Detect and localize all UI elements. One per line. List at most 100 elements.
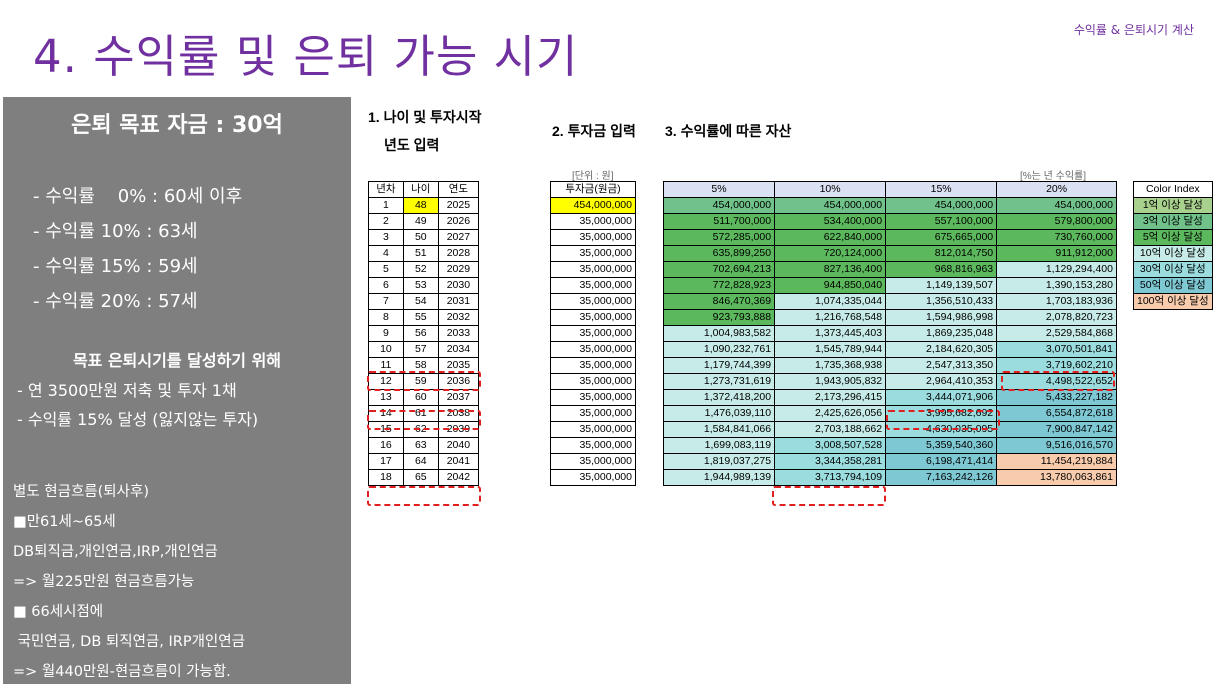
col-header-principal: 투자금(원금) <box>550 181 636 198</box>
year-index-cell: 13 <box>368 389 404 406</box>
table-row: 635,899,250 720,124,000 812,014,750 911,912… <box>662 245 1117 262</box>
table-row: 1,004,983,582 1,373,445,403 1,869,235,048 2… <box>662 325 1117 342</box>
asset-cell: 812,014,750 <box>885 245 998 262</box>
asset-cell: 1,594,986,998 <box>885 309 998 326</box>
principal-cell: 454,000,000 <box>550 197 636 214</box>
year-cell: 2035 <box>437 357 480 374</box>
asset-cell: 7,163,242,126 <box>885 469 998 486</box>
asset-cell: 454,000,000 <box>996 197 1117 214</box>
principal-cell: 35,000,000 <box>550 261 636 278</box>
principal-cell: 35,000,000 <box>550 309 636 326</box>
table-row: 572,285,000 622,840,000 675,665,000 730,760… <box>662 229 1117 246</box>
year-index-cell: 3 <box>368 229 404 246</box>
asset-cell: 7,900,847,142 <box>996 421 1117 438</box>
table-row: 1,819,037,275 3,344,358,281 6,198,471,414 1… <box>662 453 1117 470</box>
table-row: 1,944,989,139 3,713,794,109 7,163,242,126 1… <box>662 469 1117 486</box>
color-index-item: 1억 이상 달성 <box>1133 197 1213 214</box>
asset-cell: 13,780,063,861 <box>996 469 1117 486</box>
asset-cell: 11,454,219,884 <box>996 453 1117 470</box>
asset-cell: 1,273,731,619 <box>662 373 776 390</box>
table-row: 35,000,000 <box>550 325 636 342</box>
color-index-item: 100억 이상 달성 <box>1133 293 1213 310</box>
asset-cell: 6,198,471,414 <box>885 453 998 470</box>
asset-cell: 1,356,510,433 <box>885 293 998 310</box>
col-header-10pct: 10% <box>774 181 887 198</box>
year-index-cell: 4 <box>368 245 404 262</box>
year-cell: 2025 <box>437 197 480 214</box>
table-row: 454,000,000 <box>550 197 636 214</box>
color-index-item: 3억 이상 달성 <box>1133 213 1213 230</box>
table-row: 702,694,213 827,136,400 968,816,963 1,129,2… <box>662 261 1117 278</box>
asset-cell: 675,665,000 <box>885 229 998 246</box>
asset-cell: 2,078,820,723 <box>996 309 1117 326</box>
achieve-list: - 연 3500만원 저축 및 투자 1채 - 수익률 15% 달성 (잃지않는… <box>17 376 258 434</box>
section3-heading: 3. 수익률에 따른 자산 <box>665 123 792 139</box>
asset-cell: 846,470,369 <box>662 293 776 310</box>
color-index-item: 5억 이상 달성 <box>1133 229 1213 246</box>
col-header-age: 나이 <box>402 181 439 198</box>
principal-cell: 35,000,000 <box>550 213 636 230</box>
principal-cell: 35,000,000 <box>550 229 636 246</box>
principal-cell: 35,000,000 <box>550 437 636 454</box>
year-cell: 2041 <box>437 453 480 470</box>
color-index-table: Color Index 1억 이상 달성 3억 이상 달성 5억 이상 달성 10억 … <box>1133 181 1213 310</box>
asset-cell: 1,944,989,139 <box>662 469 776 486</box>
table-row: 35,000,000 <box>550 421 636 438</box>
year-index-cell: 6 <box>368 277 404 294</box>
table-row: 5 52 2029 <box>368 261 480 278</box>
asset-cell: 511,700,000 <box>662 213 776 230</box>
age-cell: 55 <box>402 309 439 326</box>
year-index-cell: 9 <box>368 325 404 342</box>
age-cell: 49 <box>402 213 439 230</box>
table-row: 1 48 2025 <box>368 197 480 214</box>
year-cell: 2042 <box>437 469 480 486</box>
asset-cell: 9,516,016,570 <box>996 437 1117 454</box>
asset-cell: 827,136,400 <box>774 261 887 278</box>
year-cell: 2026 <box>437 213 480 230</box>
table-row: 13 60 2037 <box>368 389 480 406</box>
cashflow-line: DB퇴직금,개인연금,IRP,개인연금 <box>13 544 218 560</box>
asset-cell: 2,173,296,415 <box>774 389 887 406</box>
table-row: 35,000,000 <box>550 373 636 390</box>
table-row: 2 49 2026 <box>368 213 480 230</box>
asset-cell: 1,074,335,044 <box>774 293 887 310</box>
investment-table: 투자금(원금) 454,000,000 35,000,000 35,000,000 3… <box>550 181 636 486</box>
rate-list: - 수익률 0% : 60세 이후 - 수익률 10% : 63세 - 수익률 … <box>33 179 242 319</box>
year-index-cell: 8 <box>368 309 404 326</box>
table-row: 35,000,000 <box>550 469 636 486</box>
asset-cell: 923,793,888 <box>662 309 776 326</box>
asset-cell: 730,760,000 <box>996 229 1117 246</box>
table-row: 35,000,000 <box>550 357 636 374</box>
cashflow-line: => 월225만원 현금흐름가능 <box>13 574 195 590</box>
year-index-cell: 2 <box>368 213 404 230</box>
principal-cell: 35,000,000 <box>550 245 636 262</box>
asset-cell: 944,850,040 <box>774 277 887 294</box>
rate-item: - 수익률 20% : 57세 <box>33 291 198 312</box>
table-row: 35,000,000 <box>550 245 636 262</box>
asset-cell: 3,719,602,210 <box>996 357 1117 374</box>
asset-cell: 5,359,540,360 <box>885 437 998 454</box>
asset-cell: 572,285,000 <box>662 229 776 246</box>
table-row: 7 54 2031 <box>368 293 480 310</box>
asset-cell: 1,943,905,832 <box>774 373 887 390</box>
asset-cell: 702,694,213 <box>662 261 776 278</box>
asset-cell: 557,100,000 <box>885 213 998 230</box>
asset-cell: 2,703,188,662 <box>774 421 887 438</box>
year-index-cell: 18 <box>368 469 404 486</box>
year-cell: 2036 <box>437 373 480 390</box>
col-header-15pct: 15% <box>885 181 998 198</box>
color-index-row: 30억 이상 달성 <box>1133 261 1213 278</box>
age-cell: 57 <box>402 341 439 358</box>
asset-cell: 1,584,841,066 <box>662 421 776 438</box>
age-cell: 64 <box>402 453 439 470</box>
age-cell: 52 <box>402 261 439 278</box>
color-index-item: 50억 이상 달성 <box>1133 277 1213 294</box>
table-row: 10 57 2034 <box>368 341 480 358</box>
cashflow-line: 국민연금, DB 퇴직연금, IRP개인연금 <box>13 634 245 650</box>
color-index-row: 3억 이상 달성 <box>1133 213 1213 230</box>
table-row: 3 50 2027 <box>368 229 480 246</box>
page-title: 4. 수익률 및 은퇴 가능 시기 <box>33 30 579 83</box>
table-row: 772,828,923 944,850,040 1,149,139,507 1,390… <box>662 277 1117 294</box>
asset-cell: 2,547,313,350 <box>885 357 998 374</box>
highlight-age-63 <box>367 486 481 506</box>
